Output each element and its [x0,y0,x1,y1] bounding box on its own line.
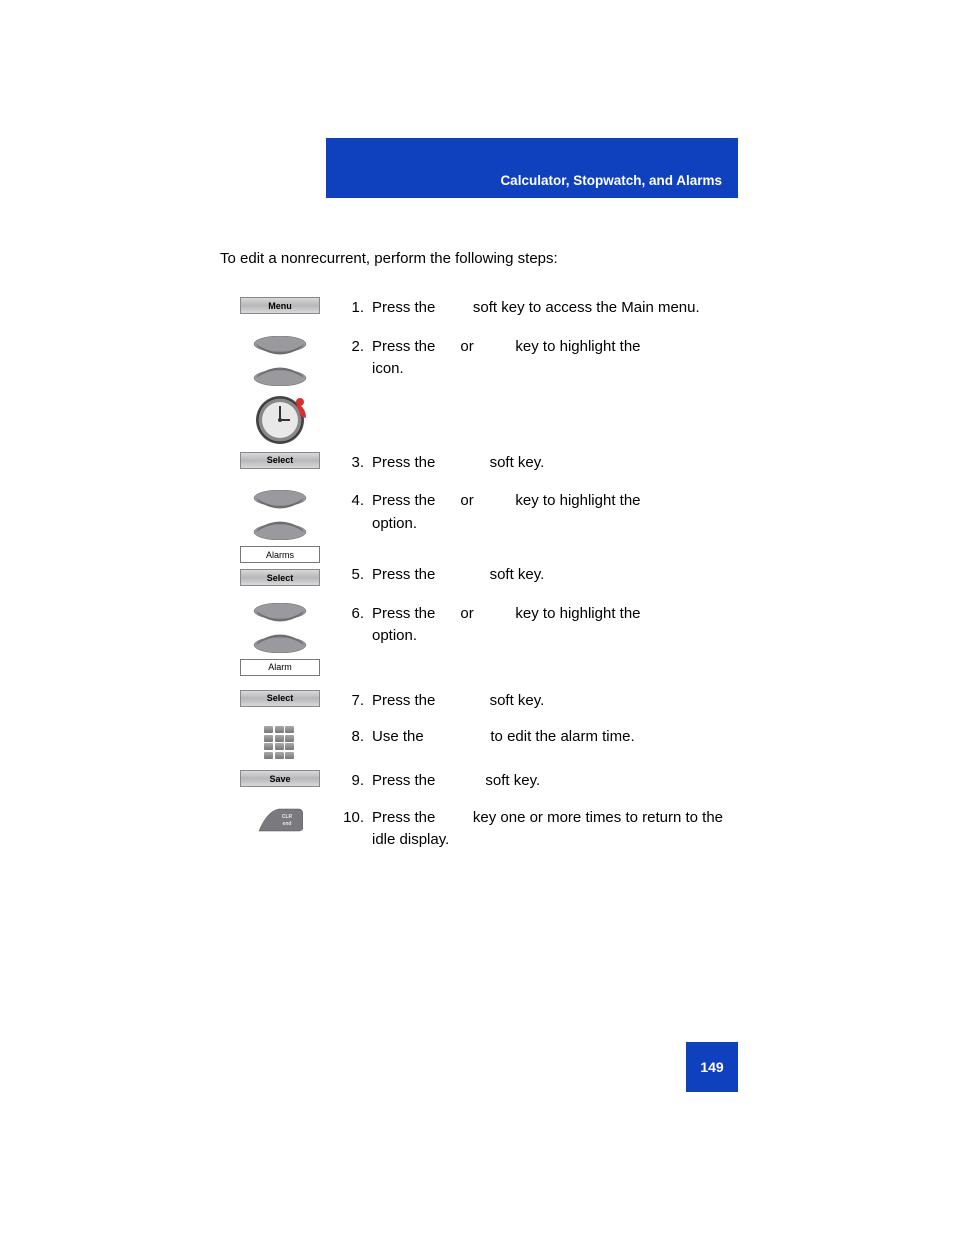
step-line: 5. Press the soft key. [340,564,780,587]
step-line: 10. Press the key one or more times to r… [340,807,780,852]
step-number: 8. [340,726,364,749]
step-row: 4. Press the or key to highlight theopti… [220,490,780,540]
nav-down-icon [252,490,308,512]
icon-column: Select [220,452,340,469]
svg-text:end: end [283,821,292,827]
icon-column: Alarms Select [220,546,340,586]
step-number: 6. [340,603,364,626]
text-column: 3. Press the soft key. [340,452,780,475]
section-title: Calculator, Stopwatch, and Alarms [500,173,722,188]
icon-column [220,392,340,448]
text-column: 8. Use the to edit the alarm time. [340,726,780,749]
step-number: 1. [340,297,364,320]
step-text: Press the key one or more times to retur… [372,807,780,852]
step-line: 1. Press the soft key to access the Main… [340,297,780,320]
step-row: CLR end 10. Press the key one or more ti… [220,807,780,852]
nav-down-icon [252,336,308,358]
step-row: Save 9. Press the soft key. [220,770,780,793]
step-text: Press the soft key. [372,690,780,713]
step-row: Alarms Select 5. Press the soft key. [220,546,780,587]
section-header: Calculator, Stopwatch, and Alarms [326,138,738,198]
step-text: Press the or key to highlight theoption. [372,490,780,535]
step-text: Use the to edit the alarm time. [372,726,780,749]
alarms-label-icon: Alarms [240,546,320,563]
svg-text:CLR: CLR [282,814,293,820]
icon-column [220,490,340,540]
keypad-icon [264,726,296,762]
select-softkey-icon: Select [240,690,320,707]
step-number: 9. [340,770,364,793]
page-number: 149 [686,1042,738,1092]
icon-column [220,726,340,762]
content-area: To edit a nonrecurrent, perform the foll… [220,250,780,854]
step-number: 3. [340,452,364,475]
icon-column: CLR end [220,807,340,833]
step-number: 5. [340,564,364,587]
alarm-label-icon: Alarm [240,659,320,676]
step-line: 2. Press the or key to highlight theicon… [340,336,780,381]
nav-down-icon [252,603,308,625]
step-line: 4. Press the or key to highlight theopti… [340,490,780,535]
text-column: 9. Press the soft key. [340,770,780,793]
text-column: 2. Press the or key to highlight theicon… [340,336,780,381]
step-row [220,392,780,448]
step-line: 3. Press the soft key. [340,452,780,475]
step-number: 10. [340,807,364,830]
step-number: 7. [340,690,364,713]
step-row: Select 7. Press the soft key. [220,690,780,713]
step-row: Alarm 6. Press the or key to highlight t… [220,603,780,676]
step-text: Press the soft key. [372,564,780,587]
text-column: 5. Press the soft key. [340,546,780,587]
clr-key-icon: CLR end [257,807,303,833]
step-row: 8. Use the to edit the alarm time. [220,726,780,762]
step-line: 7. Press the soft key. [340,690,780,713]
text-column: 1. Press the soft key to access the Main… [340,297,780,320]
step-line: 8. Use the to edit the alarm time. [340,726,780,749]
step-number: 4. [340,490,364,513]
step-text: Press the soft key. [372,770,780,793]
nav-up-icon [252,631,308,653]
text-column: 6. Press the or key to highlight theopti… [340,603,780,648]
step-row: Select 3. Press the soft key. [220,452,780,475]
nav-up-icon [252,518,308,540]
icon-column: Menu [220,297,340,314]
step-text: Press the or key to highlight theoption. [372,603,780,648]
step-text: Press the soft key to access the Main me… [372,297,780,320]
menu-softkey-icon: Menu [240,297,320,314]
icon-column: Save [220,770,340,787]
watch-alarm-icon [252,392,308,448]
text-column: 4. Press the or key to highlight theopti… [340,490,780,535]
step-number: 2. [340,336,364,359]
text-column: 7. Press the soft key. [340,690,780,713]
nav-up-icon [252,364,308,386]
icon-column [220,336,340,386]
step-text: Press the soft key. [372,452,780,475]
select-softkey-icon: Select [240,452,320,469]
step-row: 2. Press the or key to highlight theicon… [220,336,780,386]
step-row: Menu 1. Press the soft key to access the… [220,297,780,320]
step-text: Press the or key to highlight theicon. [372,336,780,381]
step-line: 9. Press the soft key. [340,770,780,793]
icon-column: Select [220,690,340,707]
step-line: 6. Press the or key to highlight theopti… [340,603,780,648]
icon-column: Alarm [220,603,340,676]
select-softkey-icon: Select [240,569,320,586]
save-softkey-icon: Save [240,770,320,787]
text-column: 10. Press the key one or more times to r… [340,807,780,852]
intro-text: To edit a nonrecurrent, perform the foll… [220,250,780,267]
